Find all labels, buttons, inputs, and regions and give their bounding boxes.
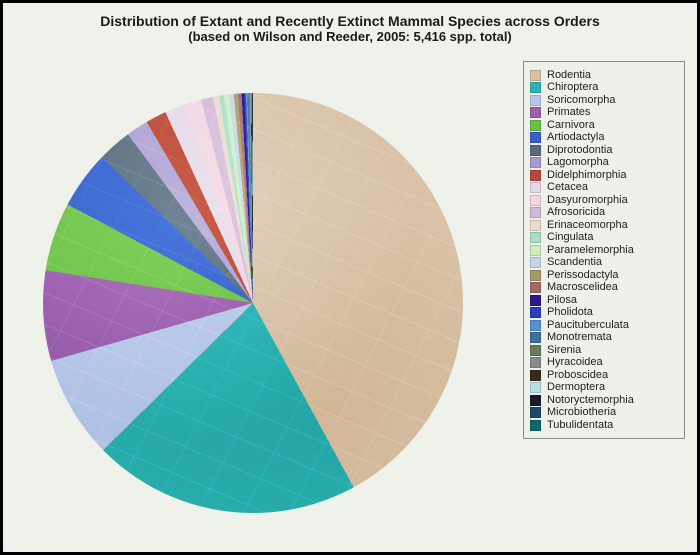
legend-item[interactable]: Paucituberculata xyxy=(530,320,676,331)
legend-label: Rodentia xyxy=(547,70,591,81)
legend-label: Diprotodontia xyxy=(547,145,612,156)
legend-label: Lagomorpha xyxy=(547,157,609,168)
legend-item[interactable]: Perissodactyla xyxy=(530,270,676,281)
legend-swatch xyxy=(530,107,541,118)
chart-title-block: Distribution of Extant and Recently Exti… xyxy=(3,3,697,44)
legend-label: Cetacea xyxy=(547,182,588,193)
legend-swatch xyxy=(530,182,541,193)
legend-swatch xyxy=(530,257,541,268)
legend-label: Monotremata xyxy=(547,332,612,343)
legend-label: Primates xyxy=(547,107,590,118)
legend-swatch xyxy=(530,232,541,243)
legend-label: Chiroptera xyxy=(547,82,598,93)
legend-label: Soricomorpha xyxy=(547,95,615,106)
legend-item[interactable]: Hyracoidea xyxy=(530,357,676,368)
legend-label: Perissodactyla xyxy=(547,270,619,281)
legend-swatch xyxy=(530,95,541,106)
legend-item[interactable]: Primates xyxy=(530,107,676,118)
legend-item[interactable]: Chiroptera xyxy=(530,82,676,93)
legend-item[interactable]: Notoryctemorphia xyxy=(530,395,676,406)
legend-item[interactable]: Lagomorpha xyxy=(530,157,676,168)
legend-label: Microbiotheria xyxy=(547,407,616,418)
legend-swatch xyxy=(530,382,541,393)
pie-body xyxy=(43,93,463,513)
legend-item[interactable]: Rodentia xyxy=(530,70,676,81)
legend-swatch xyxy=(530,357,541,368)
legend-swatch xyxy=(530,270,541,281)
legend-item[interactable]: Erinaceomorpha xyxy=(530,220,676,231)
legend-item[interactable]: Dasyuromorphia xyxy=(530,195,676,206)
legend-label: Tubulidentata xyxy=(547,420,613,431)
legend-swatch xyxy=(530,332,541,343)
legend-label: Sirenia xyxy=(547,345,581,356)
legend-item[interactable]: Soricomorpha xyxy=(530,95,676,106)
legend-label: Paucituberculata xyxy=(547,320,629,331)
pie-chart xyxy=(43,93,463,513)
legend-item[interactable]: Monotremata xyxy=(530,332,676,343)
legend-item[interactable]: Afrosoricida xyxy=(530,207,676,218)
legend-item[interactable]: Paramelemorphia xyxy=(530,245,676,256)
legend-label: Carnivora xyxy=(547,120,595,131)
legend-item[interactable]: Scandentia xyxy=(530,257,676,268)
legend-swatch xyxy=(530,345,541,356)
legend-label: Scandentia xyxy=(547,257,602,268)
legend-label: Cingulata xyxy=(547,232,593,243)
chart-subtitle: (based on Wilson and Reeder, 2005: 5,416… xyxy=(3,29,697,44)
legend-item[interactable]: Diprotodontia xyxy=(530,145,676,156)
legend-label: Dasyuromorphia xyxy=(547,195,628,206)
legend-swatch xyxy=(530,395,541,406)
legend: RodentiaChiroptera SoricomorphaPrimates Ca… xyxy=(523,61,685,439)
chart-title: Distribution of Extant and Recently Exti… xyxy=(3,13,697,29)
legend-swatch xyxy=(530,420,541,431)
legend-swatch xyxy=(530,157,541,168)
legend-label: Afrosoricida xyxy=(547,207,605,218)
legend-item[interactable]: Pholidota xyxy=(530,307,676,318)
legend-swatch xyxy=(530,70,541,81)
legend-label: Didelphimorphia xyxy=(547,170,627,181)
legend-swatch xyxy=(530,320,541,331)
legend-item[interactable]: Didelphimorphia xyxy=(530,170,676,181)
legend-label: Dermoptera xyxy=(547,382,605,393)
legend-swatch xyxy=(530,145,541,156)
legend-swatch xyxy=(530,245,541,256)
legend-swatch xyxy=(530,120,541,131)
legend-item[interactable]: Cingulata xyxy=(530,232,676,243)
legend-item[interactable]: Cetacea xyxy=(530,182,676,193)
legend-label: Macroscelidea xyxy=(547,282,618,293)
legend-swatch xyxy=(530,207,541,218)
legend-item[interactable]: Microbiotheria xyxy=(530,407,676,418)
legend-label: Pilosa xyxy=(547,295,577,306)
legend-item[interactable]: Artiodactyla xyxy=(530,132,676,143)
legend-label: Erinaceomorpha xyxy=(547,220,628,231)
legend-item[interactable]: Dermoptera xyxy=(530,382,676,393)
legend-item[interactable]: Sirenia xyxy=(530,345,676,356)
legend-label: Hyracoidea xyxy=(547,357,603,368)
chart-frame: Distribution of Extant and Recently Exti… xyxy=(0,0,700,555)
legend-swatch xyxy=(530,132,541,143)
legend-label: Paramelemorphia xyxy=(547,245,634,256)
legend-swatch xyxy=(530,82,541,93)
legend-label: Artiodactyla xyxy=(547,132,604,143)
legend-swatch xyxy=(530,220,541,231)
legend-item[interactable]: Macroscelidea xyxy=(530,282,676,293)
legend-swatch xyxy=(530,170,541,181)
legend-item[interactable]: Pilosa xyxy=(530,295,676,306)
legend-swatch xyxy=(530,307,541,318)
legend-swatch xyxy=(530,195,541,206)
legend-label: Notoryctemorphia xyxy=(547,395,634,406)
legend-item[interactable]: Proboscidea xyxy=(530,370,676,381)
legend-item[interactable]: Carnivora xyxy=(530,120,676,131)
legend-swatch xyxy=(530,407,541,418)
legend-label: Proboscidea xyxy=(547,370,608,381)
legend-label: Pholidota xyxy=(547,307,593,318)
legend-swatch xyxy=(530,295,541,306)
legend-item[interactable]: Tubulidentata xyxy=(530,420,676,431)
legend-swatch xyxy=(530,370,541,381)
legend-swatch xyxy=(530,282,541,293)
